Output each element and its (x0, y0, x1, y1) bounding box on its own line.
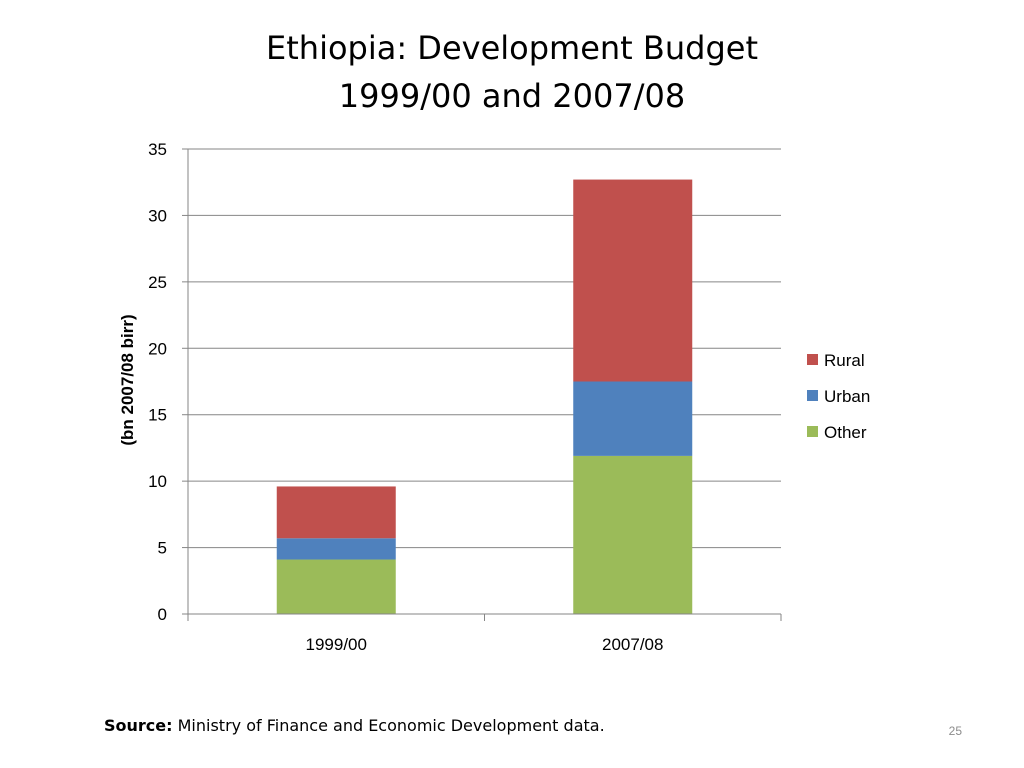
title-line-2: 1999/00 and 2007/08 (338, 77, 686, 115)
y-tick-label: 35 (148, 140, 167, 159)
y-tick-label: 15 (148, 406, 167, 425)
bar-segment-rural-1 (276, 486, 396, 539)
page-number: 25 (948, 724, 962, 738)
bars (276, 179, 693, 614)
legend-item-other: Other (807, 423, 867, 442)
bar-segment-urban-1 (276, 538, 396, 560)
y-tick-label: 10 (148, 472, 167, 491)
legend-label: Other (824, 423, 867, 442)
title-line-1: Ethiopia: Development Budget (266, 29, 758, 67)
bar-segment-other-1 (276, 559, 396, 614)
y-tick-label: 0 (158, 605, 167, 624)
legend-swatch (807, 426, 818, 437)
y-tick-label: 25 (148, 273, 167, 292)
legend-swatch (807, 390, 818, 401)
legend-swatch (807, 354, 818, 365)
x-tick-label: 1999/00 (306, 635, 367, 654)
y-tick-label: 5 (158, 539, 167, 558)
legend-item-rural: Rural (807, 351, 865, 370)
legend: Rural Urban Other (807, 351, 870, 442)
bar-segment-urban-2 (573, 381, 693, 456)
axes (182, 148, 782, 621)
tick-labels: 0 5 10 15 20 25 30 35 1999/00 2007/08 (148, 140, 663, 654)
bar-segment-rural-2 (573, 179, 693, 382)
legend-item-urban: Urban (807, 387, 870, 406)
source-label: Source: (104, 716, 173, 735)
bar-segment-other-2 (573, 455, 693, 614)
y-tick-label: 20 (148, 339, 167, 358)
y-tick-label: 30 (148, 206, 167, 225)
legend-label: Rural (824, 351, 865, 370)
legend-label: Urban (824, 387, 870, 406)
source-note: Source: Ministry of Finance and Economic… (104, 716, 605, 735)
slide-title: Ethiopia: Development Budget 1999/00 and… (112, 24, 912, 120)
x-tick-label: 2007/08 (602, 635, 663, 654)
source-text: Ministry of Finance and Economic Develop… (177, 716, 605, 735)
y-axis-title: (bn 2007/08 birr) (118, 314, 137, 445)
